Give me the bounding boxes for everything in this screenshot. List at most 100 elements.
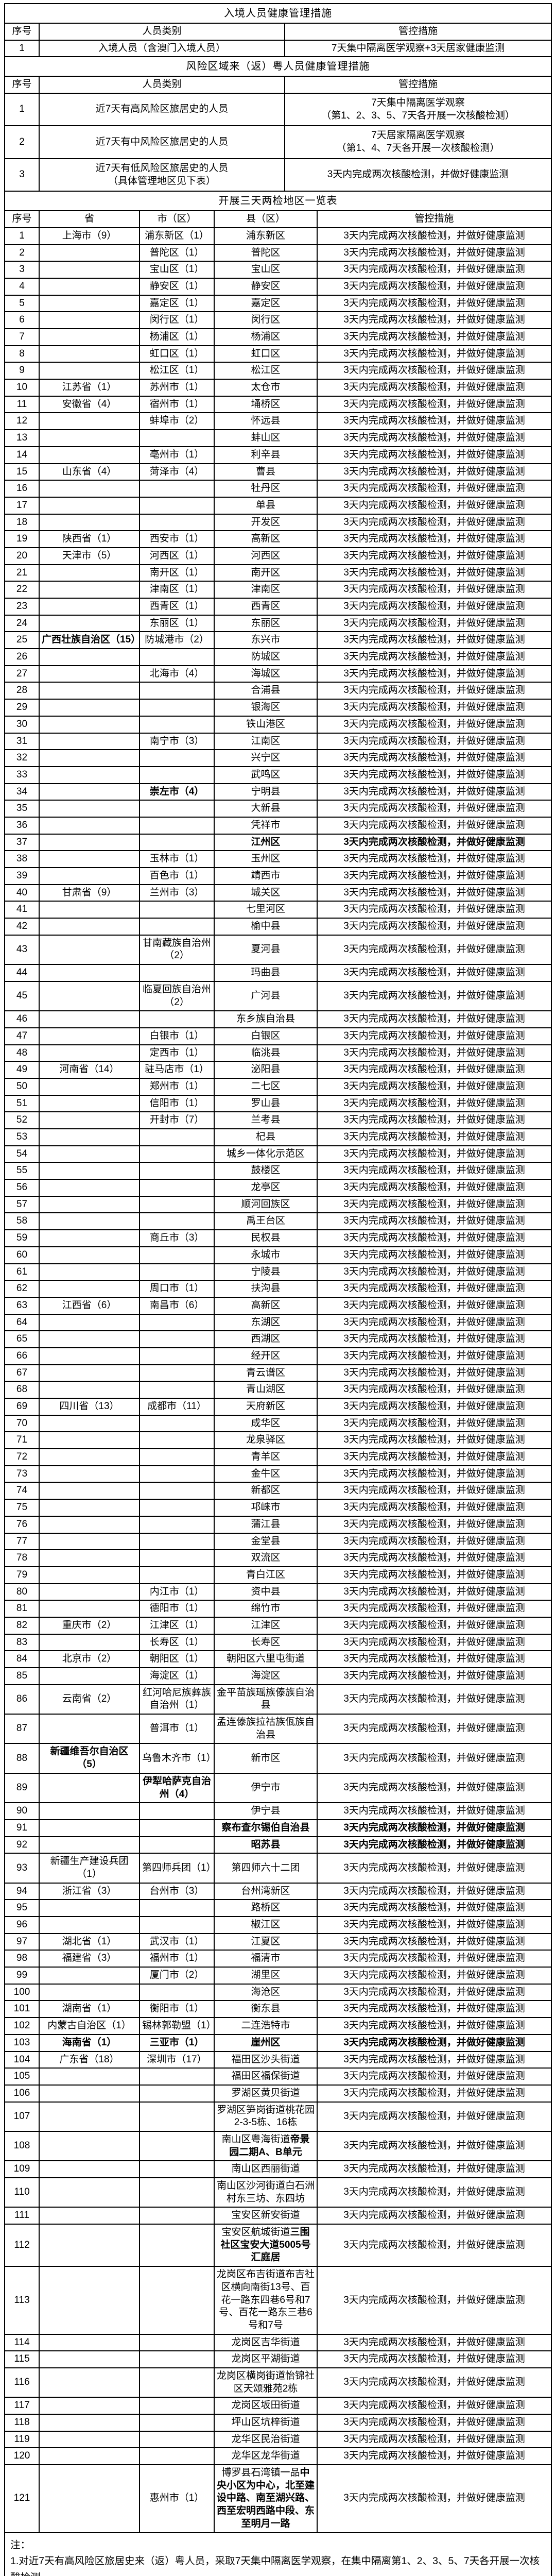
category-cell: 近7天有中风险区旅居史的人员	[39, 126, 285, 158]
measure-cell: 3天内完成两次核酸检测，并做好健康监测	[317, 2018, 551, 2035]
city-cell	[140, 1917, 214, 1934]
row-number-cell: 66	[5, 1348, 39, 1365]
county-cell: 怀远县	[214, 413, 317, 430]
county-cell: 玛曲县	[214, 964, 317, 981]
county-cell: 孟连傣族拉祜族佤族自治县	[214, 1714, 317, 1743]
row-number-cell: 54	[5, 1146, 39, 1163]
province-cell	[39, 1432, 140, 1449]
row-number-cell: 49	[5, 1061, 39, 1078]
province-cell	[39, 682, 140, 699]
province-cell	[39, 413, 140, 430]
row-number-cell: 51	[5, 1095, 39, 1112]
county-cell: 第四师六十二团	[214, 1853, 317, 1883]
county-cell: 新市区	[214, 1743, 317, 1773]
county-cell: 铁山港区	[214, 716, 317, 733]
measure-cell: 3天内完成两次核酸检测，并做好健康监测	[317, 918, 551, 935]
county-cell: 广河县	[214, 981, 317, 1011]
county-cell: 津南区	[214, 581, 317, 598]
row-number-cell: 102	[5, 2018, 39, 2035]
province-cell	[39, 615, 140, 632]
province-cell	[39, 1449, 140, 1466]
city-cell	[140, 2397, 214, 2414]
province-cell	[39, 1917, 140, 1934]
province-cell	[39, 497, 140, 514]
measure-cell: 3天内完成两次核酸检测，并做好健康监测	[317, 1651, 551, 1668]
county-cell: 龙岗区横岗街道怡锦社区天颂雅苑2栋	[214, 2368, 317, 2397]
measure-cell: 3天内完成两次核酸检测，并做好健康监测	[317, 2178, 551, 2207]
province-cell: 河南省（14）	[39, 1061, 140, 1078]
measure-cell: 3天内完成两次核酸检测，并做好健康监测	[317, 1196, 551, 1213]
row-number-cell: 10	[5, 379, 39, 396]
measure-cell: 3天内完成两次核酸检测，并做好健康监测	[317, 480, 551, 497]
row-number-cell: 43	[5, 935, 39, 964]
city-cell: 第四师兵团（1）	[140, 1853, 214, 1883]
province-cell	[39, 312, 140, 329]
county-text: 南山区粤海街道	[221, 2134, 290, 2145]
county-cell: 嘉定区	[214, 295, 317, 312]
row-number-cell: 3	[5, 261, 39, 278]
county-cell: 南山区粤海街道帝景园二期A、B单元	[214, 2131, 317, 2161]
measure-cell: 3天内完成两次核酸检测，并做好健康监测	[317, 2414, 551, 2431]
row-number-cell: 61	[5, 1264, 39, 1281]
table-title-row: 入境人员健康管理措施	[5, 4, 551, 23]
measure-cell: 3天内完成两次核酸检测，并做好健康监测	[317, 817, 551, 834]
county-text: 博罗县石湾镇一品	[221, 2467, 300, 2478]
row-number-cell: 115	[5, 2351, 39, 2368]
city-cell	[140, 514, 214, 531]
row-number-cell: 72	[5, 1449, 39, 1466]
county-cell: 静安区	[214, 278, 317, 295]
province-cell	[39, 868, 140, 885]
row-number-cell: 69	[5, 1398, 39, 1415]
measure-cell: 3天内完成两次核酸检测，并做好健康监测	[317, 1482, 551, 1499]
county-cell: 二连浩特市	[214, 2018, 317, 2035]
city-cell	[140, 1837, 214, 1854]
county-cell: 伊宁县	[214, 1803, 317, 1820]
footnote-item: 1.对近7天有高风险区旅居史来（返）粤人员，采取7天集中隔离医学观察，在集中隔离…	[10, 2553, 544, 2576]
row-number-cell: 96	[5, 1917, 39, 1934]
county-cell: 长寿区	[214, 1634, 317, 1651]
measure-cell: 3天内完成两次核酸检测，并做好健康监测	[317, 228, 551, 245]
row-number-cell: 105	[5, 2068, 39, 2085]
city-cell	[140, 1984, 214, 2001]
row-number-cell: 120	[5, 2448, 39, 2465]
city-cell	[140, 1348, 214, 1365]
province-cell	[39, 1837, 140, 1854]
row-number-cell: 16	[5, 480, 39, 497]
city-cell: 深圳市（17）	[140, 2052, 214, 2069]
province-cell	[39, 2161, 140, 2178]
county-cell: 绵竹市	[214, 1600, 317, 1617]
row-number-cell: 35	[5, 800, 39, 817]
city-cell: 伊犁哈萨克自治州（4）	[140, 1773, 214, 1803]
row-number-cell: 108	[5, 2131, 39, 2161]
measure-cell: 3天内完成两次核酸检测，并做好健康监测	[317, 413, 551, 430]
measure-cell: 3天内完成两次核酸检测，并做好健康监测	[317, 329, 551, 346]
city-cell	[140, 2266, 214, 2334]
city-cell	[140, 1146, 214, 1163]
county-cell: 凭祥市	[214, 817, 317, 834]
measure-cell: 3天内完成两次核酸检测，并做好健康监测	[317, 2068, 551, 2085]
county-cell: 双流区	[214, 1550, 317, 1567]
measure-cell: 3天内完成两次核酸检测，并做好健康监测	[317, 1950, 551, 1967]
province-cell: 山东省（4）	[39, 464, 140, 481]
row-number-cell: 22	[5, 581, 39, 598]
row-number-cell: 44	[5, 964, 39, 981]
county-cell: 民权县	[214, 1230, 317, 1247]
row-number-cell: 1	[5, 228, 39, 245]
row-number-cell: 106	[5, 2085, 39, 2102]
row-number-cell: 88	[5, 1743, 39, 1773]
measure-cell: 3天内完成两次核酸检测，并做好健康监测	[317, 514, 551, 531]
